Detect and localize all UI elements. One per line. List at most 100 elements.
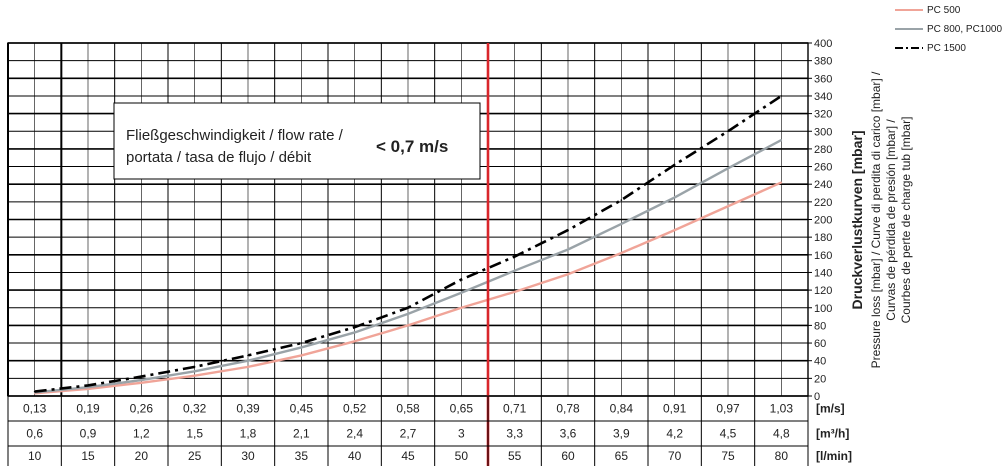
data-point (193, 366, 196, 368)
data-point (513, 291, 516, 293)
data-point (300, 354, 303, 357)
x-tick-label: 75 (721, 449, 735, 463)
y-tick-label: 320 (814, 109, 832, 121)
x-axis-unit: [m³/h] (816, 427, 849, 441)
x-tick-label: 0,9 (80, 427, 97, 441)
y-tick-label: 260 (814, 162, 832, 174)
x-tick-label: 2,4 (346, 427, 363, 441)
data-point (673, 196, 676, 199)
x-tick-label: 0,26 (130, 402, 154, 416)
x-axis-unit: [m/s] (816, 402, 845, 416)
x-tick-label: 0,19 (76, 402, 100, 416)
x-axis-unit: [l/min] (816, 449, 852, 463)
data-point (727, 167, 729, 170)
y-axis-title: Druckverlustkurven [mbar] (849, 131, 865, 310)
x-tick-label: 65 (615, 449, 629, 463)
data-point (353, 340, 356, 343)
x-tick-label: 0,71 (503, 402, 527, 416)
flow-rate-annotation: Fließgeschwindigkeit / flow rate / porta… (113, 102, 481, 180)
x-tick-label: 1,03 (770, 402, 794, 416)
x-tick-label: 30 (241, 449, 255, 463)
x-tick-label: 60 (561, 449, 575, 463)
x-axis-table: 0,13 0,19 0,26 0,32 0,39 0,45 0,52 0,58 0,65 0,71… (7, 395, 852, 466)
data-point (460, 291, 463, 294)
annotation-line-2: portata / tasa de flujo / débit (126, 149, 312, 166)
y-axis-labels: Druckverlustkurven [mbar] Pressure loss … (849, 71, 913, 368)
data-point (87, 386, 89, 388)
x-tick-label: 3,3 (506, 427, 523, 441)
x-tick-label: 0,32 (183, 402, 207, 416)
y-tick-label: 220 (814, 197, 832, 209)
data-point (727, 205, 729, 208)
annotation-box (113, 102, 481, 180)
legend: PC 500 PC 800, PC1000 PC 1500 (895, 5, 1002, 54)
x-tick-label: 1,2 (133, 427, 150, 441)
y-tick-label: 100 (814, 303, 832, 315)
x-tick-label: 0,58 (396, 402, 420, 416)
data-point (780, 139, 783, 141)
data-point (140, 379, 143, 381)
x-tick-label: 4,5 (720, 427, 737, 441)
data-point (87, 388, 89, 390)
y-tick-label: 20 (814, 373, 826, 385)
y-tick-label: 0 (814, 391, 820, 403)
x-tick-label: 2,7 (400, 427, 417, 441)
legend-label: PC 800, PC1000 (927, 24, 1002, 35)
x-tick-label: 0,6 (26, 427, 43, 441)
x-tick-label: 3,6 (560, 427, 577, 441)
y-tick-label: 280 (814, 144, 832, 156)
data-point (460, 278, 463, 281)
data-point (247, 366, 249, 368)
data-point (513, 269, 516, 272)
y-tick-label: 340 (814, 91, 832, 103)
x-tick-label: 3 (458, 427, 465, 441)
data-point (780, 95, 783, 97)
x-tick-label: 4,8 (773, 427, 790, 441)
data-point (193, 374, 196, 377)
y-tick-label: 140 (814, 267, 832, 279)
y-tick-label: 300 (814, 126, 832, 138)
annotation-line-1: Fließgeschwindigkeit / flow rate / (126, 127, 344, 144)
annotation-value: < 0,7 m/s (376, 137, 448, 156)
legend-label: PC 1500 (927, 43, 966, 54)
data-point (140, 375, 143, 378)
data-point (407, 313, 409, 315)
y-tick-label: 200 (814, 215, 832, 227)
x-tick-label: 0,13 (23, 402, 47, 416)
x-tick-label: 0,52 (343, 402, 367, 416)
y-tick-label: 240 (814, 179, 832, 191)
x-tick-label: 0,91 (663, 402, 687, 416)
data-point (353, 331, 356, 334)
data-point (567, 248, 569, 251)
x-tick-label: 70 (668, 449, 682, 463)
data-point (33, 390, 36, 393)
x-tick-label: 50 (455, 449, 469, 463)
data-point (780, 181, 783, 184)
x-tick-label: 0,45 (290, 402, 314, 416)
x-tick-label: 35 (295, 449, 309, 463)
y-tick-label: 80 (814, 320, 826, 332)
data-point (87, 384, 89, 387)
data-point (247, 354, 249, 357)
data-point (673, 163, 676, 166)
data-point (407, 324, 409, 327)
y-tick-label: 400 (814, 38, 832, 50)
y-tick-labels: 0 20 40 60 80 100 120 140 160 180 200 220 240 260 280 3… (808, 38, 832, 403)
x-tick-label: 40 (348, 449, 362, 463)
data-point (193, 370, 196, 373)
y-tick-label: 380 (814, 56, 832, 68)
y-tick-label: 40 (814, 356, 826, 368)
x-tick-label: 10 (28, 449, 42, 463)
data-point (727, 130, 729, 133)
data-point (567, 273, 569, 276)
x-tick-label: 2,1 (293, 427, 310, 441)
x-tick-label: 25 (188, 449, 202, 463)
x-tick-label: 1,8 (240, 427, 257, 441)
data-point (300, 342, 303, 344)
x-tick-label: 55 (508, 449, 522, 463)
x-tick-label: 80 (775, 449, 789, 463)
x-tick-label: 4,2 (666, 427, 683, 441)
data-point (620, 199, 623, 201)
data-point (247, 359, 249, 362)
